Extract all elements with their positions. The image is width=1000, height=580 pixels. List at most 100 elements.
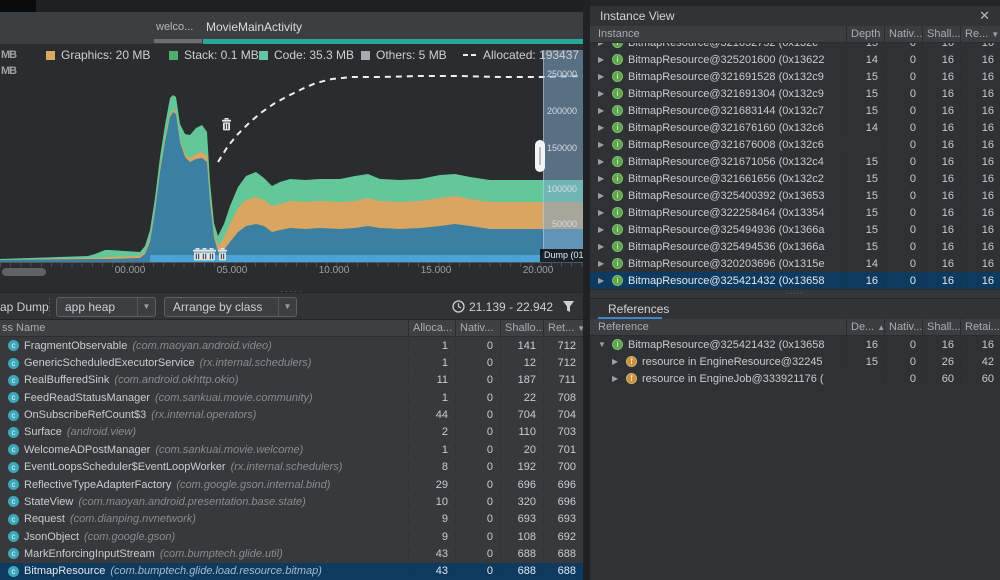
instance-row[interactable]: ▶ BitmapResource@325201600 (0x13622 14 0… [590,51,1000,68]
expand-arrow-icon[interactable]: ▶ [598,123,605,132]
selection-range-handle[interactable] [535,140,545,172]
instance-row[interactable]: ▶ BitmapResource@325494936 (0x1366a 15 0… [590,221,1000,238]
instance-row[interactable]: ▶ BitmapResource@321661656 (0x132c2 15 0… [590,170,1000,187]
class-package: (com.google.gson) [84,530,176,543]
expand-arrow-icon[interactable]: ▶ [598,140,605,149]
instance-row[interactable]: ▶ BitmapResource@321691304 (0x132c9 15 0… [590,85,1000,102]
column-native-size[interactable]: Nativ... [455,320,500,336]
class-row[interactable]: RealBufferedSink (com.android.okhttp.oki… [0,372,583,389]
expand-arrow-icon[interactable]: ▶ [598,106,605,115]
pane-divider[interactable] [583,0,590,580]
expand-arrow-icon[interactable]: ▶ [598,242,605,251]
instance-row[interactable]: ▶ BitmapResource@321676008 (0x132c6 0 16… [590,136,1000,153]
column-shallow[interactable]: Shall... [922,319,960,335]
references-tabrow: References [590,299,1000,319]
instance-references-splitter[interactable]: ····· [590,289,1000,299]
instance-row[interactable]: ▶ BitmapResource@321676160 (0x132c6 14 0… [590,119,1000,136]
retained-size: 701 [543,443,583,456]
class-row[interactable]: ReflectiveTypeAdapterFactory (com.google… [0,476,583,493]
column-reference[interactable]: Reference [598,321,649,333]
class-row[interactable]: MarkEnforcingInputStream (com.bumptech.g… [0,545,583,562]
class-row[interactable]: JsonObject (com.google.gson) 9 0 108 692 [0,528,583,545]
shallow-size: 693 [500,513,543,526]
instance-row[interactable]: ▶ BitmapResource@325421432 (0x13658 16 0… [590,272,1000,289]
timeline-horizontal-scrollbar[interactable] [2,268,46,276]
shallow-value: 16 [922,121,960,134]
memory-timeline-chart[interactable]: MB MB Graphics: 20 MB Stack: 0.1 MB Code… [0,44,583,292]
instance-row[interactable]: ▶ BitmapResource@321671056 (0x132c4 15 0… [590,153,1000,170]
column-retained[interactable]: Retai... [960,319,1000,335]
instance-name-cell: ▶ BitmapResource@321661656 (0x132c2 [590,173,846,185]
tab-references[interactable]: References [608,302,670,316]
expand-arrow-icon[interactable]: ▶ [598,43,608,47]
tree-arrow-icon[interactable]: ▶ [612,357,619,366]
column-depth[interactable]: Depth [846,26,884,42]
arrange-select[interactable]: Arrange by class ▼ [164,297,297,317]
column-native[interactable]: Nativ... [884,319,922,335]
expand-arrow-icon[interactable]: ▶ [598,55,605,64]
heap-dump-flag[interactable]: Dump (01 [540,249,583,262]
close-icon[interactable]: ✕ [979,8,990,23]
instance-row[interactable]: ▶ BitmapResource@321683144 (0x132c7 15 0… [590,102,1000,119]
column-instance[interactable]: Instance [598,28,640,40]
column-shallow[interactable]: Shall... [922,26,960,42]
tab-welcome-activity[interactable]: welco... [156,21,194,33]
instance-row[interactable]: ▶ BitmapResource@320203696 (0x1315e 14 0… [590,255,1000,272]
instance-icon [612,122,623,133]
reference-row[interactable]: ▶ resource in EngineJob@333921176 ( 0 60… [590,370,1000,387]
heap-dump-selection-range[interactable] [543,50,583,262]
class-row[interactable]: FeedReadStatusManager (com.sankuai.movie… [0,389,583,406]
reference-row[interactable]: ▶ resource in EngineResource@32245 15 0 … [590,353,1000,370]
graphics-swatch [46,50,55,60]
instance-name: BitmapResource@325494536 (0x1366a [628,240,825,253]
native-size: 0 [455,391,500,404]
class-table-header: ss Name Alloca... Nativ... Shallo... Ret… [0,320,583,337]
expand-arrow-icon[interactable]: ▶ [598,157,605,166]
class-row[interactable]: GenericScheduledExecutorService (rx.inte… [0,354,583,371]
shallow-value: 16 [922,223,960,236]
class-row[interactable]: OnSubscribeRefCount$3 (rx.internal.opera… [0,406,583,423]
depth-value: 14 [846,53,884,66]
class-row[interactable]: StateView (com.maoyan.android.presentati… [0,493,583,510]
native-value: 0 [884,189,922,202]
column-class-name[interactable]: ss Name [2,322,46,334]
column-depth[interactable]: De... ▲ [846,319,884,335]
instance-row[interactable]: ▶ BitmapResource@322258464 (0x13354 15 0… [590,204,1000,221]
column-allocations[interactable]: Alloca... [408,320,455,336]
class-row[interactable]: WelcomeADPostManager (com.sankuai.movie.… [0,441,583,458]
column-retained[interactable]: Re... ▼ [960,26,1000,42]
class-name-cell: ReflectiveTypeAdapterFactory (com.google… [0,479,408,491]
instance-row[interactable]: ▶ BitmapResource@321691528 (0x132c9 15 0… [590,68,1000,85]
alloc-count: 44 [408,409,455,422]
expand-arrow-icon[interactable]: ▶ [598,259,605,268]
filter-icon[interactable] [562,300,575,318]
tree-arrow-icon[interactable]: ▼ [598,340,606,349]
instance-row[interactable]: ▶ BitmapResource@325400392 (0x13653 15 0… [590,187,1000,204]
tab-movie-main-activity[interactable]: MovieMainActivity [206,20,303,34]
class-row[interactable]: FragmentObservable (com.maoyan.android.v… [0,337,583,354]
class-row[interactable]: EventLoopsScheduler$EventLoopWorker (rx.… [0,459,583,476]
expand-arrow-icon[interactable]: ▶ [598,191,605,200]
column-shallow-size[interactable]: Shallo... [500,320,543,336]
instance-row[interactable]: ▶ BitmapResource@325494536 (0x1366a 15 0… [590,238,1000,255]
column-retained-size[interactable]: Ret... ▼ [543,320,583,336]
tree-arrow-icon[interactable]: ▶ [612,374,619,383]
heap-select[interactable]: app heap ▼ [56,297,156,317]
class-icon [8,374,19,386]
column-native[interactable]: Nativ... [884,26,922,42]
expand-arrow-icon[interactable]: ▶ [598,208,605,217]
class-row[interactable]: Request (com.dianping.nvnetwork) 9 0 693… [0,511,583,528]
expand-arrow-icon[interactable]: ▶ [598,225,605,234]
reference-row[interactable]: ▼ BitmapResource@325421432 (0x13658 16 0… [590,336,1000,353]
partially-scrolled-row[interactable]: ▶ BitmapResource@321652752 (0x132c 15 0 … [590,43,1000,51]
expand-arrow-icon[interactable]: ▶ [598,72,605,81]
class-row[interactable]: Surface (android.view) 2 0 110 703 [0,424,583,441]
expand-arrow-icon[interactable]: ▶ [598,89,605,98]
chart-table-splitter-handle[interactable]: ····· [280,287,304,292]
expand-arrow-icon[interactable]: ▶ [598,174,605,183]
expand-arrow-icon[interactable]: ▶ [598,276,605,285]
class-row[interactable]: BitmapResource (com.bumptech.glide.load.… [0,562,583,580]
class-name-cell: Surface (android.view) [0,426,408,438]
class-name-cell: JsonObject (com.google.gson) [0,531,408,543]
instance-name-cell: ▶ BitmapResource@325201600 (0x13622 [590,54,846,66]
